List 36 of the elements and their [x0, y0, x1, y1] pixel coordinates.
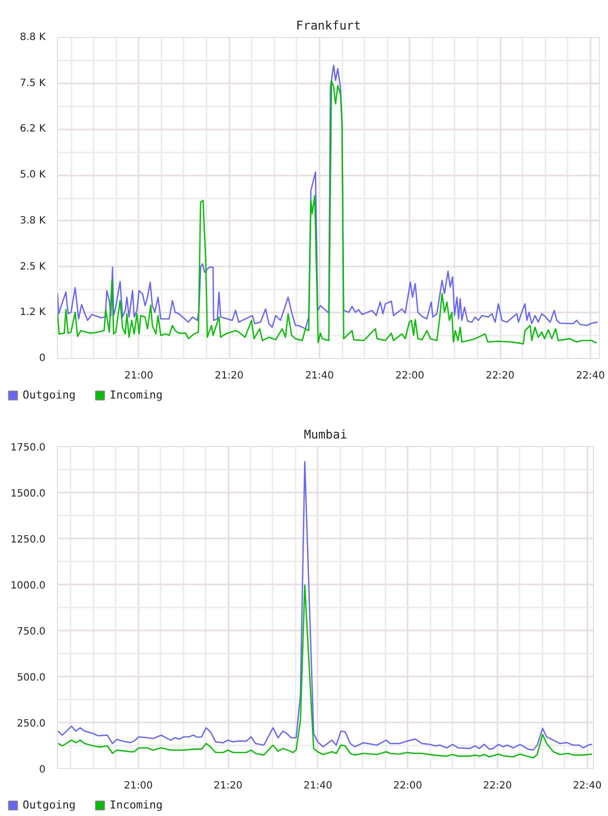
x-tick-label: 22:00 [395, 370, 424, 382]
y-tick-label: 1750.0 [10, 442, 46, 454]
x-tick-label: 21:40 [305, 370, 334, 382]
x-tick-label: 21:00 [124, 780, 153, 792]
x-tick-label: 22:20 [486, 370, 515, 382]
x-tick-label: 21:00 [124, 370, 154, 382]
legend-label: Incoming [110, 388, 163, 402]
y-tick-label: 8.8 K [20, 32, 46, 43]
x-tick-label: 22:00 [393, 780, 422, 792]
line-series [58, 584, 593, 758]
y-tick-label: 0 [39, 764, 46, 776]
x-tick-label: 22:40 [572, 780, 602, 792]
y-tick-label: 0 [39, 353, 46, 364]
y-tick-label: 7.5 K [20, 78, 46, 89]
y-tick-label: 750.0 [16, 626, 46, 638]
x-tick-label: 22:20 [483, 780, 512, 792]
legend-label: Outgoing [22, 388, 76, 402]
line-series [58, 460, 593, 751]
chart-title: Mumbai [304, 428, 348, 442]
chart-title: Frankfurt [296, 18, 362, 32]
y-tick-label: 1250.0 [10, 534, 46, 546]
y-tick-label: 500.0 [16, 672, 46, 684]
x-tick-label: 21:20 [214, 370, 244, 382]
y-tick-label: 250.0 [16, 718, 46, 730]
x-tick-label: 21:40 [303, 780, 332, 792]
legend-label: Incoming [110, 798, 163, 812]
x-tick-label: 22:40 [576, 370, 605, 382]
y-tick-label: 3.8 K [20, 215, 46, 226]
y-tick-label: 1000.0 [10, 580, 46, 592]
y-tick-label: 6.2 K [20, 124, 46, 135]
y-tick-label: 1.2 K [20, 307, 46, 318]
x-tick-label: 21:20 [214, 780, 242, 792]
y-tick-label: 1500.0 [10, 488, 46, 500]
y-tick-label: 5.0 K [20, 170, 46, 181]
legend-label: Outgoing [22, 798, 76, 812]
y-tick-label: 2.5 K [20, 261, 46, 272]
